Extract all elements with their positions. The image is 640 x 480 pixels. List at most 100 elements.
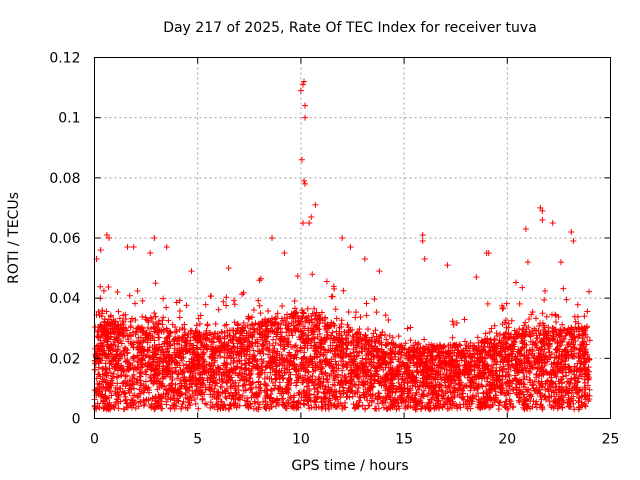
data-point (325, 379, 332, 386)
data-point (539, 404, 546, 411)
data-point (455, 363, 462, 370)
data-point (271, 385, 278, 392)
data-point (254, 358, 261, 365)
data-point (336, 337, 343, 344)
data-point (488, 362, 495, 369)
data-point (428, 341, 435, 348)
data-point (117, 372, 124, 379)
data-point (211, 404, 218, 411)
data-point (579, 325, 586, 332)
data-point (331, 285, 338, 292)
data-point (551, 398, 558, 405)
data-point (311, 315, 318, 322)
data-point (512, 279, 519, 286)
data-point (227, 376, 234, 383)
data-point (304, 383, 311, 390)
data-point (357, 394, 364, 401)
data-point (99, 376, 106, 383)
data-point (424, 355, 431, 362)
data-point (466, 353, 473, 360)
data-point (586, 337, 593, 344)
data-point (523, 367, 530, 374)
data-point (321, 346, 328, 353)
data-point (316, 326, 323, 333)
data-point (435, 348, 442, 355)
data-point (274, 310, 281, 317)
data-point (120, 321, 127, 328)
data-point (559, 321, 566, 328)
data-point (95, 350, 102, 357)
data-point (217, 384, 224, 391)
data-point (133, 399, 140, 406)
data-point (431, 387, 438, 394)
data-point (300, 400, 307, 407)
data-point (200, 377, 207, 384)
data-point (256, 348, 263, 355)
data-point (541, 296, 548, 303)
data-point (317, 351, 324, 358)
data-point (423, 368, 430, 375)
data-point (314, 394, 321, 401)
data-point (407, 324, 414, 331)
data-point (154, 380, 161, 387)
data-point (535, 365, 542, 372)
data-point (207, 399, 214, 406)
data-point (494, 358, 501, 365)
data-point (469, 376, 476, 383)
data-point (446, 405, 453, 412)
data-point (477, 367, 484, 374)
data-point (583, 372, 590, 379)
data-point (144, 347, 151, 354)
data-point (305, 327, 312, 334)
data-point (204, 375, 211, 382)
data-point (99, 365, 106, 372)
data-point (183, 338, 190, 345)
data-point (279, 361, 286, 368)
data-point (272, 339, 279, 346)
data-point (359, 355, 366, 362)
data-point (446, 367, 453, 374)
data-point (581, 361, 588, 368)
data-point (505, 330, 512, 337)
data-point (331, 382, 338, 389)
data-point (333, 404, 340, 411)
data-point (353, 330, 360, 337)
data-point (141, 401, 148, 408)
data-point (110, 370, 117, 377)
data-point (362, 356, 369, 363)
data-point (502, 398, 509, 405)
data-point (450, 321, 457, 328)
data-point (404, 403, 411, 410)
data-point (527, 392, 534, 399)
data-point (278, 390, 285, 397)
chart-title: Day 217 of 2025, Rate Of TEC Index for r… (163, 20, 537, 36)
data-point (499, 368, 506, 375)
data-point (542, 353, 549, 360)
data-point (137, 326, 144, 333)
data-point (387, 379, 394, 386)
data-point (248, 365, 255, 372)
data-point (338, 344, 345, 351)
data-point (155, 403, 162, 410)
data-point (470, 379, 477, 386)
data-point (457, 404, 464, 411)
data-point (152, 352, 159, 359)
data-point (161, 353, 168, 360)
data-point (362, 406, 369, 413)
data-point (223, 321, 230, 328)
data-point (546, 395, 553, 402)
data-point (234, 363, 241, 370)
data-point (102, 360, 109, 367)
data-point (310, 345, 317, 352)
data-point (485, 372, 492, 379)
data-point (152, 313, 159, 320)
data-point (525, 351, 532, 358)
data-point (516, 381, 523, 388)
data-point (195, 378, 202, 385)
data-point (405, 349, 412, 356)
data-point (493, 377, 500, 384)
data-point (184, 348, 191, 355)
data-point (245, 359, 252, 366)
data-point (411, 349, 418, 356)
data-point (503, 387, 510, 394)
